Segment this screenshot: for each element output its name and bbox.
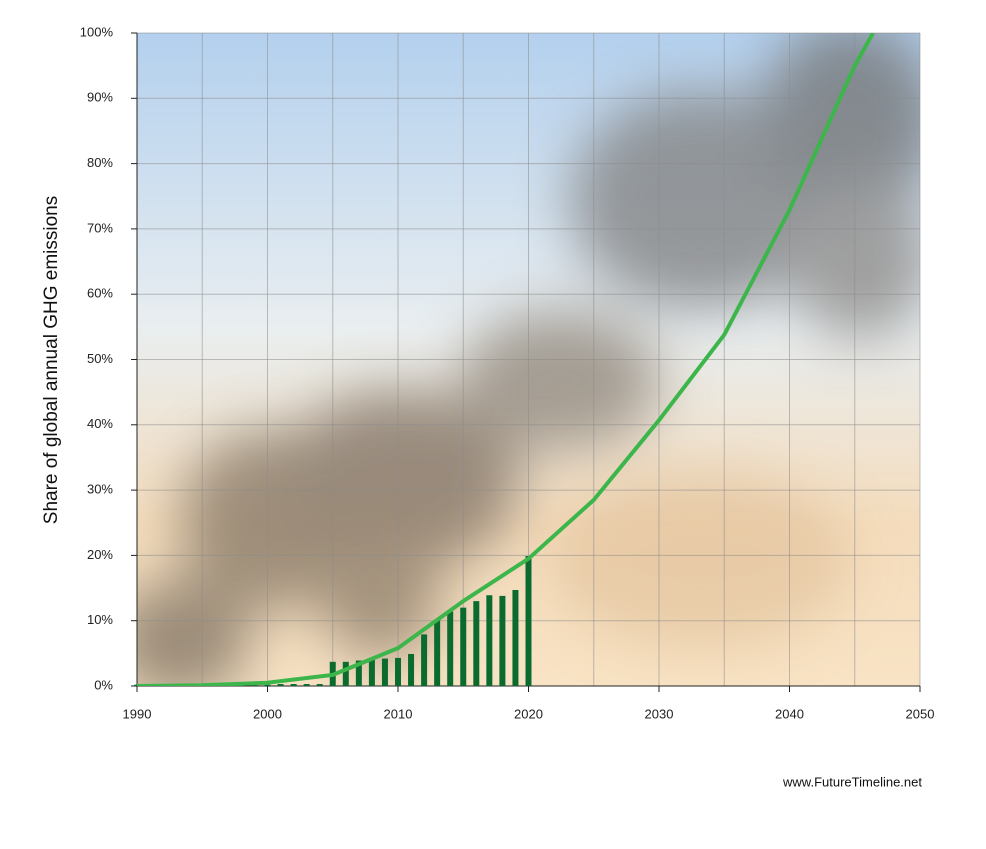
bar: [251, 684, 258, 686]
bar: [499, 595, 506, 686]
x-tick-label: 2040: [775, 706, 804, 721]
bar: [342, 661, 349, 686]
bar: [277, 684, 284, 686]
source-credit: www.FutureTimeline.net: [782, 774, 922, 789]
x-tick-label: 2010: [384, 706, 413, 721]
x-tick-label: 1990: [123, 706, 152, 721]
y-tick-label: 60%: [87, 286, 113, 301]
bar: [512, 590, 519, 686]
bar: [486, 595, 493, 686]
x-tick-label: 2000: [253, 706, 282, 721]
trend-line: [137, 33, 875, 686]
y-tick-label: 100%: [80, 24, 114, 39]
bar: [303, 684, 310, 686]
y-tick-label: 0%: [94, 677, 113, 692]
bar: [355, 660, 362, 686]
bar: [381, 658, 388, 686]
y-tick-label: 70%: [87, 220, 113, 235]
bar: [421, 634, 428, 686]
x-tick-label: 2050: [906, 706, 935, 721]
bar: [316, 684, 323, 686]
bar: [525, 556, 532, 686]
bar: [290, 684, 297, 686]
bar: [264, 684, 271, 686]
y-tick-label: 30%: [87, 482, 113, 497]
bar: [395, 657, 401, 686]
bar: [368, 659, 375, 686]
y-tick-label: 20%: [87, 547, 113, 562]
bar: [447, 611, 454, 686]
x-tick-label: 2020: [514, 706, 543, 721]
y-tick-label: 40%: [87, 416, 113, 431]
bar: [473, 601, 480, 686]
x-tick-label: 2030: [645, 706, 674, 721]
bar: [434, 620, 441, 686]
y-tick-label: 90%: [87, 90, 113, 105]
y-tick-label: 50%: [87, 351, 113, 366]
y-tick-label: 10%: [87, 612, 113, 627]
bar: [460, 607, 467, 686]
y-tick-label: 80%: [87, 155, 113, 170]
bar: [408, 654, 415, 686]
y-axis-label: Share of global annual GHG emissions: [41, 196, 62, 524]
